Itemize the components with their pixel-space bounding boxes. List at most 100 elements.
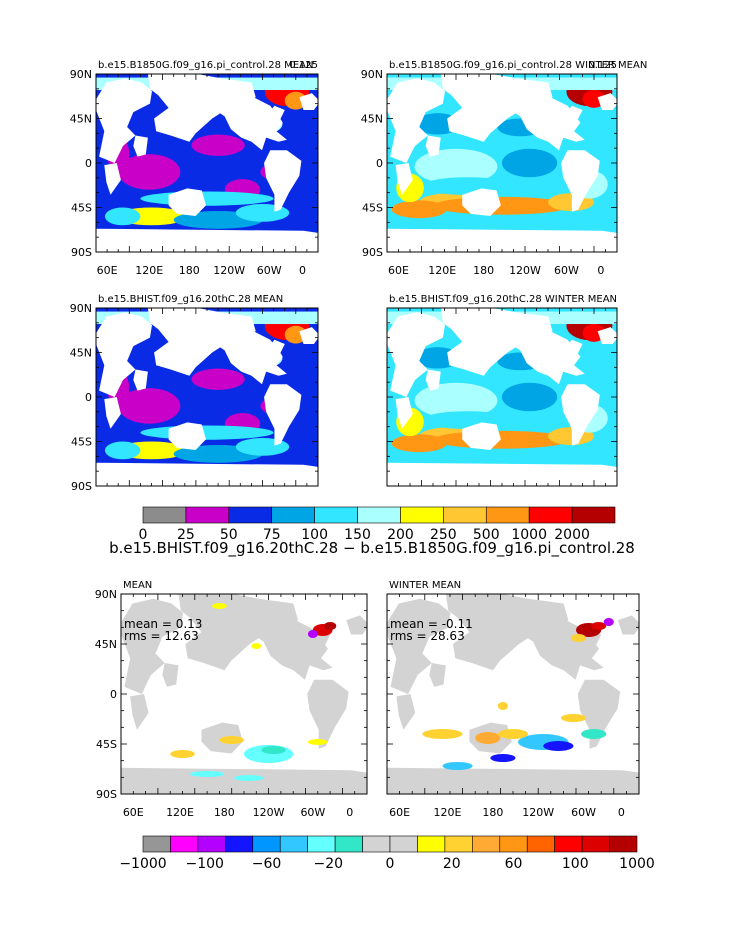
colorbar-swatch: [271, 506, 315, 524]
x-tick-label: 120W: [253, 806, 285, 819]
difference-patch: [189, 771, 225, 777]
colorbar-label: 2000: [554, 527, 590, 543]
tick-marks: [386, 73, 618, 253]
field-patch: [501, 382, 558, 412]
x-tick-label: 180: [179, 264, 200, 277]
colorbar-label: 1000: [619, 856, 655, 872]
colorbar-swatch: [609, 835, 638, 853]
difference-patch: [251, 643, 262, 649]
field-patch: [140, 425, 274, 440]
tick-marks: [95, 307, 319, 487]
x-tick-label: 180: [214, 806, 235, 819]
colorbar-swatch: [554, 835, 583, 853]
field-patch: [421, 411, 514, 430]
y-tick-label: 90N: [70, 68, 92, 81]
field-patch: [391, 434, 447, 453]
field-patch: [191, 134, 245, 156]
difference-patch: [570, 634, 587, 642]
colorbar-label: −1000: [119, 856, 166, 872]
difference-patch: [212, 603, 227, 609]
colorbar-label: −60: [252, 856, 282, 872]
x-tick-label: 60W: [300, 806, 325, 819]
x-tick-label: 60E: [389, 806, 410, 819]
field-patch: [414, 382, 498, 419]
difference-patch: [442, 762, 473, 770]
difference-patch: [497, 729, 529, 739]
colorbar-swatch: [185, 506, 230, 524]
colorbar-swatch: [499, 835, 528, 853]
colorbar-label: 150: [344, 527, 371, 543]
colorbar-swatch: [400, 506, 444, 524]
colorbar-swatch: [443, 506, 487, 524]
map-panels: b.e15.B1850G.f09_g16.pi_control.28 MEAN 0…: [70, 60, 648, 819]
colorbar-swatch: [357, 506, 401, 524]
colorbar-swatch: [526, 835, 555, 853]
field-patch: [284, 91, 307, 110]
colorbar-label: 75: [263, 527, 281, 543]
field-patch: [501, 148, 558, 178]
difference-patch: [219, 736, 244, 744]
map-panel-3: b.e15.BHIST.f09_g16.20thC.28 MEAN 90N 45N 0…: [70, 294, 319, 493]
stats-label: mean = -0.11: [390, 617, 473, 631]
colorbar-swatch: [142, 506, 187, 524]
colorbar-swatch: [314, 506, 358, 524]
x-tick-label: 180: [482, 806, 503, 819]
difference-patch: [170, 750, 195, 758]
panel-title: b.e15.B1850G.f09_g16.pi_control.28 MEAN: [98, 60, 313, 71]
colorbar-label: 50: [220, 527, 238, 543]
colorbar-swatch: [142, 835, 171, 853]
y-tick-label: 0: [376, 157, 383, 170]
difference-patch: [307, 739, 328, 745]
y-tick-label: 90N: [95, 588, 117, 601]
colorbar-top: 0 25 50 75 100 150 200 250 500 1000 2000: [139, 506, 616, 543]
difference-patch: [581, 729, 607, 739]
difference-patch: [591, 622, 607, 630]
colorbar-label: 250: [430, 527, 457, 543]
colorbar-swatch: [417, 835, 446, 853]
x-tick-label: 60W: [257, 264, 282, 277]
colorbar-swatch: [389, 835, 418, 853]
colorbar-label: 0: [386, 856, 395, 872]
x-tick-label: 120W: [213, 264, 245, 277]
y-tick-label: 0: [110, 688, 117, 701]
y-tick-label: 90S: [71, 246, 92, 259]
corner-value: 0.125: [588, 60, 617, 71]
panel-title: b.e15.B1850G.f09_g16.pi_control.28 WINTE…: [389, 60, 647, 71]
x-tick-label: 60E: [97, 264, 118, 277]
x-tick-label: 120W: [522, 806, 554, 819]
difference-patch: [307, 630, 318, 638]
colorbar-label: 100: [562, 856, 589, 872]
y-tick-label: 45N: [95, 638, 117, 651]
map-panel-4: b.e15.BHIST.f09_g16.20thC.28 WINTER MEAN: [386, 294, 618, 487]
x-tick-label: 60W: [571, 806, 596, 819]
y-tick-label: 90S: [96, 788, 117, 801]
colorbar-swatch: [444, 835, 473, 853]
colorbar-label: 25: [177, 527, 195, 543]
colorbar-label: −100: [186, 856, 224, 872]
colorbar-swatch: [362, 835, 391, 853]
tick-marks: [120, 593, 368, 795]
colorbar-swatch: [252, 835, 281, 853]
tick-marks: [386, 593, 640, 795]
difference-patch: [422, 729, 463, 739]
x-tick-label: 0: [597, 264, 604, 277]
colorbar-swatch: [485, 506, 530, 524]
x-tick-label: 0: [346, 806, 353, 819]
colorbar-swatch: [581, 835, 610, 853]
x-tick-label: 60W: [554, 264, 579, 277]
panel-title: MEAN: [123, 580, 152, 591]
difference-patch: [603, 618, 614, 626]
colorbar-label: −20: [313, 856, 343, 872]
panel-title: b.e15.BHIST.f09_g16.20thC.28 WINTER MEAN: [389, 294, 617, 305]
field-patch: [140, 191, 274, 206]
y-tick-label: 45N: [361, 113, 383, 126]
field-patch: [104, 441, 141, 460]
tick-marks: [95, 73, 319, 253]
x-tick-label: 60E: [388, 264, 409, 277]
colorbar-swatch: [307, 835, 336, 853]
colorbar-swatch: [571, 506, 616, 524]
colorbar-label: 100: [301, 527, 328, 543]
y-tick-label: 90N: [70, 302, 92, 315]
